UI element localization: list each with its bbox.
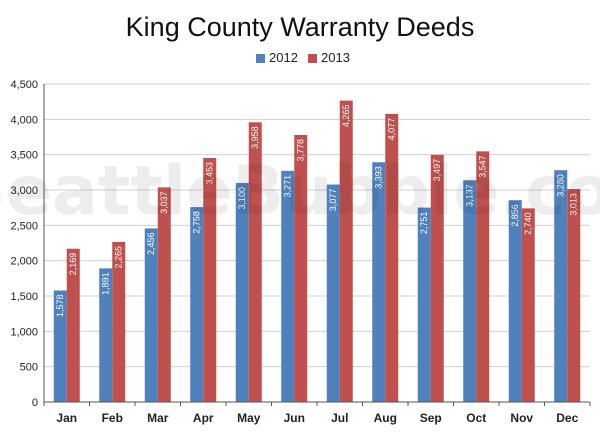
- bar-2013-jan: [66, 248, 80, 402]
- data-label: 3,280: [556, 174, 566, 197]
- bar-2013-dec: [567, 189, 581, 402]
- data-label: 3,393: [374, 166, 384, 189]
- bar-2013-apr: [203, 157, 217, 402]
- bar-2012-feb: [99, 268, 113, 402]
- data-label: 3,453: [205, 162, 215, 185]
- chart-title: King County Warranty Deeds: [126, 12, 475, 42]
- data-label: 2,265: [114, 246, 124, 269]
- x-tick-label: Sep: [420, 411, 442, 425]
- bar-2013-sep: [430, 154, 444, 402]
- data-label: 3,958: [250, 126, 260, 149]
- legend-label: 2012: [269, 50, 298, 65]
- legend-swatch-2012: [256, 54, 265, 63]
- bar-2012-dec: [554, 170, 568, 402]
- x-tick-label: Oct: [466, 411, 486, 425]
- data-label: 4,077: [387, 118, 397, 141]
- data-label: 3,778: [296, 139, 306, 162]
- data-label: 3,077: [328, 189, 338, 212]
- bar-2012-sep: [417, 207, 431, 402]
- data-label: 4,265: [341, 105, 351, 128]
- x-axis: Jan Feb Mar Apr May Jun Jul Aug Sep Oct Nov Dec: [43, 401, 591, 425]
- y-axis: 0 500 1,000 1,500 2,000 2,500 3,000 3,500 4,000 4…: [10, 79, 45, 409]
- y-tick-label: 4,500: [10, 79, 38, 91]
- bar-2012-jun: [281, 170, 295, 402]
- y-tick-label: 2,000: [10, 256, 38, 268]
- data-label: 3,497: [432, 159, 442, 182]
- data-label: 3,037: [159, 191, 169, 214]
- x-tick-label: Dec: [556, 411, 578, 425]
- x-tick-label: May: [237, 411, 261, 425]
- data-label: 2,456: [146, 232, 156, 255]
- bar-2013-aug: [385, 113, 399, 402]
- bar-2012-jan: [53, 290, 67, 402]
- y-tick-label: 2,500: [10, 220, 38, 232]
- data-label: 2,169: [68, 253, 78, 276]
- x-tick-label: Apr: [193, 411, 214, 425]
- bar-2012-jul: [326, 184, 340, 402]
- x-tick-label: Aug: [374, 411, 397, 425]
- x-tick-label: Jul: [331, 411, 348, 425]
- x-tick-label: Nov: [510, 411, 533, 425]
- y-tick-label: 3,500: [10, 150, 38, 162]
- legend-label: 2013: [321, 50, 350, 65]
- y-tick-label: 500: [20, 362, 38, 374]
- bar-2012-oct: [463, 180, 477, 402]
- grid-lines: [44, 83, 590, 368]
- bar-2013-oct: [476, 151, 490, 402]
- y-tick-label: 4,000: [10, 114, 38, 126]
- data-label: 2,740: [523, 212, 533, 235]
- bar-2013-mar: [157, 187, 171, 402]
- data-label: 3,013: [569, 193, 579, 216]
- legend-swatch-2013: [308, 54, 317, 63]
- bar-2013-nov: [521, 208, 535, 402]
- x-tick-label: Jun: [284, 411, 305, 425]
- data-label: 2,758: [192, 211, 202, 234]
- data-label: 3,547: [478, 155, 488, 178]
- bar-2012-mar: [144, 228, 158, 402]
- data-label: 3,271: [283, 175, 293, 198]
- bar-2013-jul: [339, 100, 353, 403]
- legend: 2012 2013: [256, 50, 350, 65]
- data-label: 1,891: [101, 272, 111, 295]
- data-label: 2,751: [419, 212, 429, 235]
- y-tick-label: 1,500: [10, 291, 38, 303]
- y-tick-label: 3,000: [10, 185, 38, 197]
- data-label: 1,578: [55, 294, 65, 317]
- data-label: 3,100: [237, 187, 247, 210]
- x-tick-label: Mar: [147, 411, 169, 425]
- y-tick-label: 1,000: [10, 326, 38, 338]
- watermark: SeattleBubble.com: [0, 152, 600, 231]
- bar-2012-apr: [190, 207, 204, 402]
- data-label: 2,856: [510, 204, 520, 227]
- bar-2013-may: [248, 122, 262, 402]
- x-tick-label: Jan: [56, 411, 77, 425]
- x-tick-label: Feb: [102, 411, 123, 425]
- bar-2012-aug: [372, 162, 386, 402]
- bar-2012-nov: [508, 200, 522, 402]
- data-label: 3,137: [465, 184, 475, 207]
- y-tick-label: 0: [32, 397, 38, 409]
- bar-2013-feb: [112, 241, 126, 402]
- bar-2013-jun: [294, 135, 308, 402]
- bar-2012-may: [235, 182, 249, 402]
